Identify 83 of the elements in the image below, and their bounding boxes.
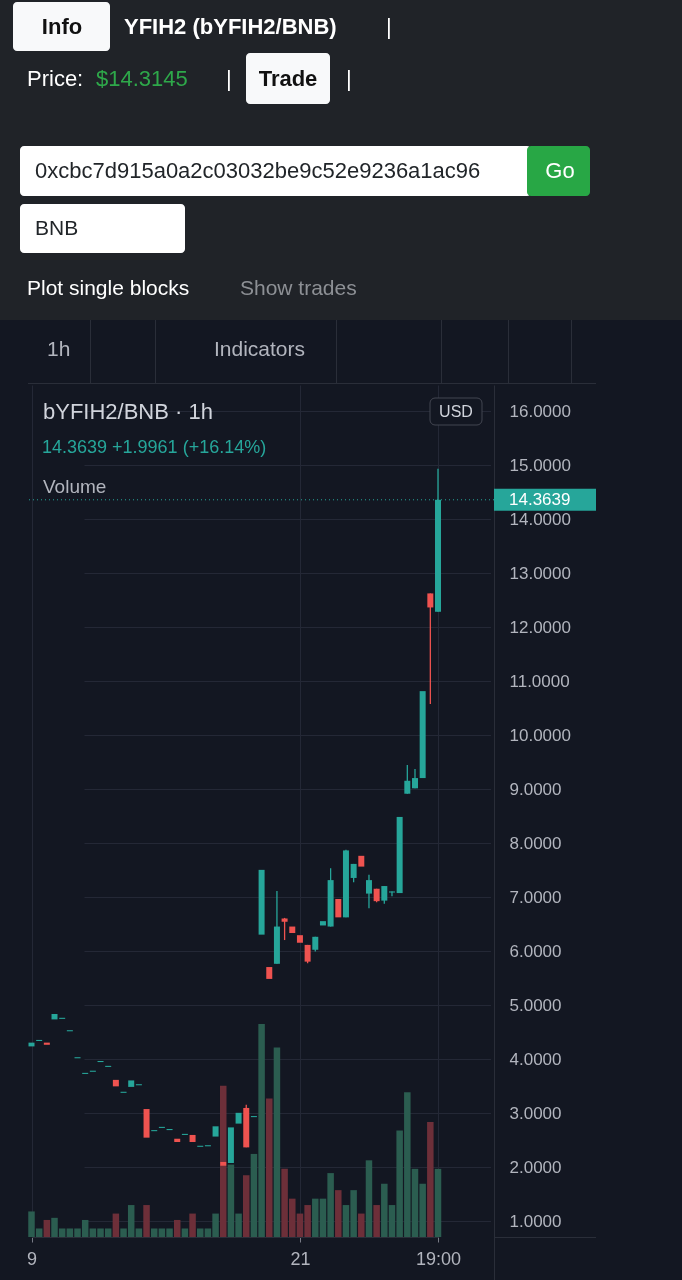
y-tick-label: 15.0000 bbox=[509, 455, 571, 475]
candlestick bbox=[212, 1126, 219, 1137]
bar bbox=[358, 1213, 365, 1237]
ref-line-label: 14.3639 bbox=[509, 489, 571, 509]
bar bbox=[189, 1213, 196, 1237]
y-tick-label: 11.0000 bbox=[509, 671, 570, 691]
bar bbox=[243, 1175, 250, 1237]
candlestick bbox=[43, 1042, 50, 1045]
bar bbox=[365, 1160, 373, 1237]
bar bbox=[43, 1219, 51, 1237]
text: 14.3639 +1.9961 (+16.14%) bbox=[42, 437, 267, 457]
bar bbox=[196, 1228, 204, 1237]
text: | bbox=[346, 66, 352, 91]
text: Info bbox=[41, 14, 83, 39]
text: | bbox=[226, 66, 232, 91]
bar bbox=[266, 1098, 273, 1237]
y-tick-label: 8.0000 bbox=[509, 833, 562, 853]
y-tick-label: 2.0000 bbox=[509, 1157, 562, 1177]
y-tick-label: 6.0000 bbox=[509, 941, 562, 961]
text: Show trades bbox=[240, 276, 357, 299]
candlestick bbox=[189, 1134, 196, 1142]
bar bbox=[173, 1219, 181, 1237]
candlestick bbox=[266, 967, 273, 979]
text: 0xcbc7d915a0a2c03032be9c52e9236a1ac96 bbox=[35, 158, 481, 183]
candlestick bbox=[112, 1079, 119, 1087]
candlestick bbox=[143, 1109, 150, 1138]
y-tick-label: 12.0000 bbox=[509, 617, 571, 637]
candlestick bbox=[128, 1080, 135, 1087]
y-tick-label: 14.0000 bbox=[509, 509, 571, 529]
y-tick-label: 9.0000 bbox=[509, 779, 562, 799]
text: bYFIH2/BNB · 1h bbox=[43, 399, 213, 424]
bar bbox=[143, 1205, 150, 1237]
text: Indicators bbox=[214, 337, 306, 360]
x-tick-label: 9 bbox=[26, 1248, 38, 1269]
candlestick bbox=[227, 1127, 234, 1164]
bar bbox=[427, 1121, 434, 1237]
candlestick bbox=[396, 816, 403, 894]
text: Price: bbox=[27, 66, 84, 91]
bar bbox=[434, 1168, 442, 1237]
y-tick-label: 10.0000 bbox=[509, 725, 571, 745]
candlestick bbox=[97, 1060, 104, 1063]
candlestick bbox=[365, 874, 372, 909]
y-tick-label: 16.0000 bbox=[509, 401, 571, 421]
candlestick bbox=[427, 592, 434, 705]
bar bbox=[373, 1205, 380, 1237]
y-tick-label: 5.0000 bbox=[509, 995, 562, 1015]
bar bbox=[220, 1085, 227, 1237]
candlestick bbox=[335, 899, 342, 918]
bar bbox=[181, 1228, 189, 1237]
text: $14.3145 bbox=[96, 66, 188, 91]
candlestick bbox=[358, 855, 365, 867]
chart-title: Volume bbox=[43, 476, 107, 497]
text: 1h bbox=[47, 337, 71, 360]
bar bbox=[135, 1228, 143, 1237]
y-tick-label: 4.0000 bbox=[509, 1049, 562, 1069]
candlestick bbox=[404, 764, 411, 795]
candlestick bbox=[258, 869, 265, 935]
candlestick bbox=[419, 691, 426, 779]
bar bbox=[335, 1190, 342, 1237]
bar bbox=[112, 1213, 120, 1237]
candlestick bbox=[235, 1112, 242, 1124]
text: | bbox=[386, 14, 392, 39]
candlestick bbox=[388, 890, 395, 897]
y-tick-label: 13.0000 bbox=[509, 563, 571, 583]
candlestick bbox=[174, 1138, 181, 1142]
text: BNB bbox=[35, 216, 79, 239]
bar bbox=[150, 1228, 158, 1237]
text: USD bbox=[439, 403, 473, 420]
bar bbox=[273, 1047, 281, 1237]
candlestick bbox=[220, 1161, 227, 1166]
candlestick bbox=[36, 1039, 43, 1042]
y-tick-label: 1.0000 bbox=[509, 1211, 562, 1231]
text: Go bbox=[545, 158, 575, 183]
candlestick bbox=[296, 935, 303, 943]
y-tick-label: 7.0000 bbox=[509, 887, 562, 907]
text: Plot single blocks bbox=[27, 276, 190, 299]
text: Trade bbox=[258, 66, 318, 91]
candlestick bbox=[319, 921, 326, 926]
x-tick-label: 21 bbox=[290, 1248, 311, 1269]
text: YFIH2 (bYFIH2/BNB) bbox=[124, 14, 337, 39]
y-tick-label: 3.0000 bbox=[509, 1103, 562, 1123]
x-tick-label: 19:00 bbox=[415, 1248, 462, 1269]
candlestick bbox=[289, 926, 296, 934]
